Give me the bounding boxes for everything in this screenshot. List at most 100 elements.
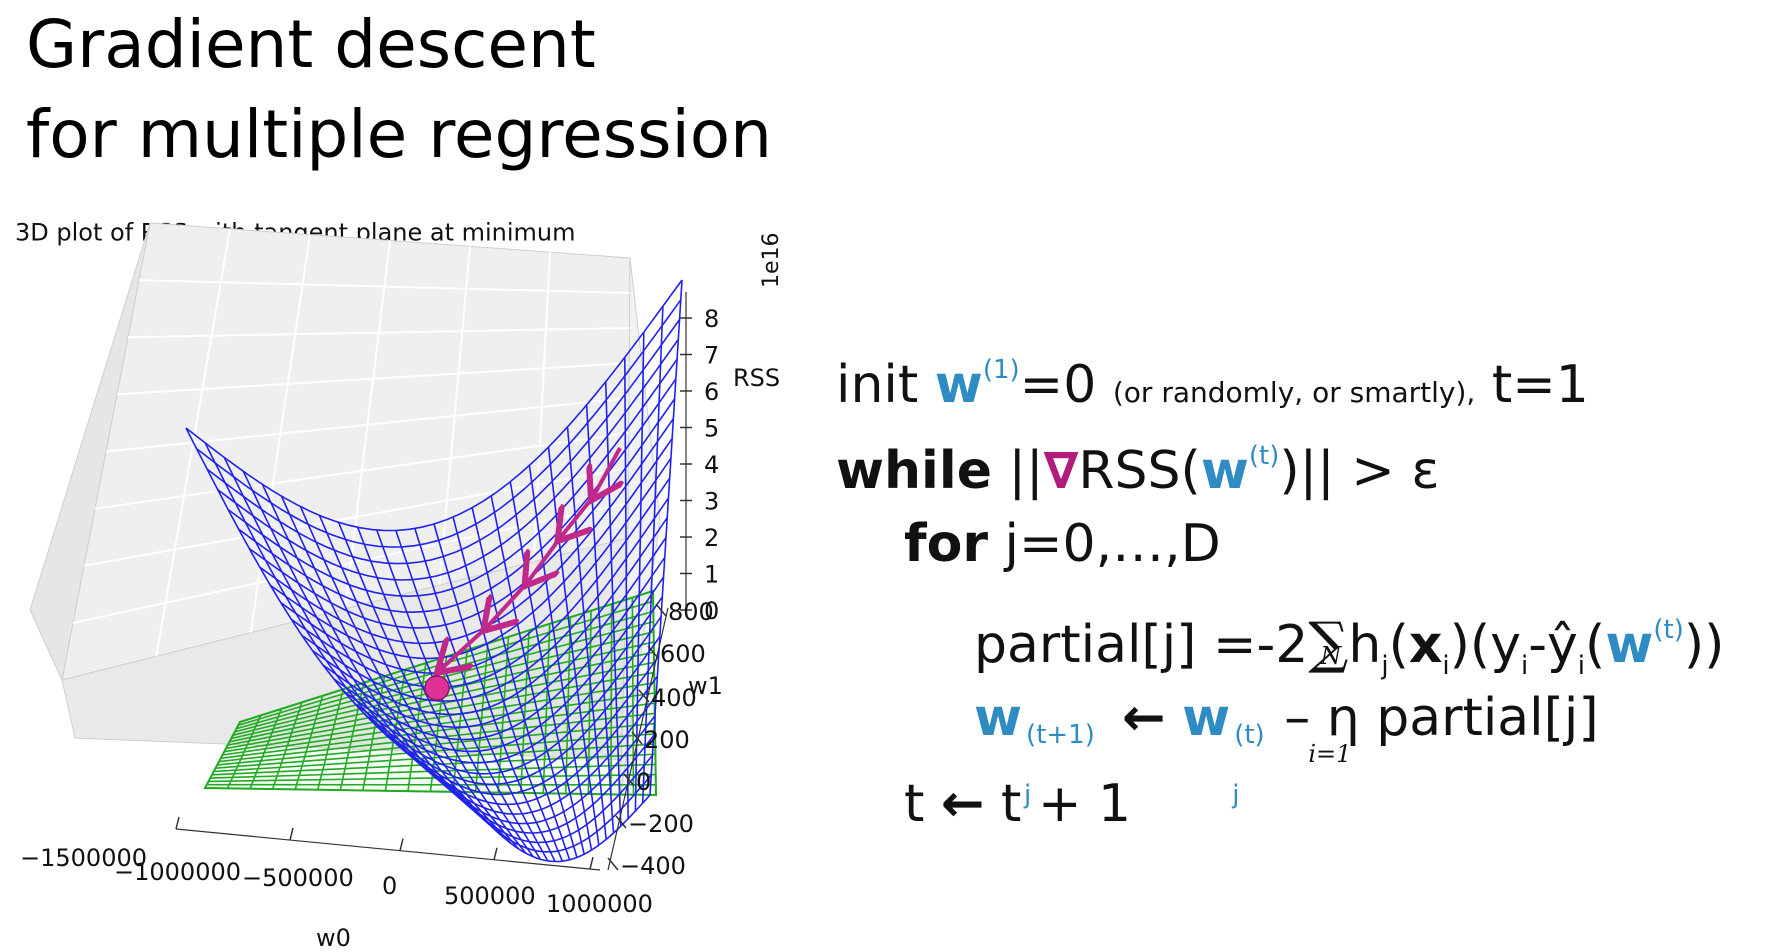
- x-tick-label: 1000000: [546, 890, 653, 918]
- init-word: init: [836, 355, 919, 415]
- rss-surface-line: [452, 516, 564, 862]
- t-lhs: t: [904, 774, 925, 834]
- x-tick-label: 500000: [444, 882, 536, 910]
- open-paren: (: [1388, 615, 1409, 675]
- for-keyword: for: [904, 514, 988, 574]
- y-tick-label: 600: [660, 640, 706, 668]
- while-line: while ||∇RSS(w(t))|| > ε: [836, 426, 1439, 501]
- y-tick-label: −400: [620, 852, 686, 880]
- w-j-superscript: (t): [1234, 720, 1265, 750]
- descent-step-arrow: [593, 447, 620, 497]
- z-axis-label: RSS: [733, 364, 780, 392]
- sum-upper-limit: N: [1320, 642, 1342, 670]
- z-tick-label: 5: [704, 415, 719, 443]
- y-tick-label: 400: [651, 684, 697, 712]
- x-vector: x: [1408, 615, 1443, 675]
- rss-surface-line: [634, 332, 645, 812]
- rss-surface-line: [322, 537, 667, 729]
- descent-step-arrow: [486, 581, 529, 628]
- rss-surface-line: [354, 596, 663, 764]
- init-line: init w(1)=0 (or randomly, or smartly), t…: [836, 340, 1589, 423]
- while-tail: )|| > ε: [1279, 441, 1440, 501]
- init-note: (or randomly, or smartly),: [1112, 376, 1476, 409]
- descent-path: [424, 447, 620, 701]
- w-j-superscript: (t+1): [1026, 720, 1095, 750]
- left-arrow-icon: ←: [940, 774, 985, 834]
- z-tick-label: 3: [704, 488, 719, 516]
- rss-surface-line: [528, 465, 593, 851]
- norm-open: ||: [1008, 441, 1044, 501]
- z-tick-label: 4: [704, 451, 719, 479]
- y-axis-line: [607, 607, 669, 871]
- rss-surface-line: [364, 616, 662, 775]
- rss-surface-line: [333, 556, 666, 741]
- x-axis-line: [175, 828, 601, 871]
- init-t: t=1: [1491, 355, 1589, 415]
- partial-lhs: partial[j] =-2: [974, 615, 1309, 675]
- z-tick-label: 2: [704, 524, 719, 552]
- z-tick-label: 1: [704, 561, 719, 589]
- w-superscript: (t): [1653, 615, 1684, 645]
- grid-line: [72, 502, 629, 624]
- update-tail: – η partial[j]: [1284, 688, 1599, 748]
- y-tick-label: 800: [668, 598, 714, 626]
- rss-surface-line: [604, 381, 622, 827]
- minimum-marker: [424, 675, 450, 701]
- x-tick-label: −1500000: [20, 844, 147, 872]
- w-vector: w: [934, 355, 983, 415]
- tangent-plane-line: [652, 590, 657, 796]
- rss-surface-line: [448, 774, 652, 853]
- rss-surface-line: [649, 279, 683, 796]
- t-rhs: t + 1: [1001, 774, 1132, 834]
- for-line: for j=0,…,D: [904, 514, 1221, 574]
- y-tick-mark: [631, 731, 643, 745]
- rss-surface-line: [490, 495, 578, 858]
- x-tick-mark: [493, 847, 498, 860]
- y-tick-mark: [647, 645, 659, 659]
- y-subscript: i: [1521, 651, 1529, 681]
- x-tick-mark: [589, 856, 594, 870]
- slide-title: Gradient descent for multiple regression: [26, 0, 772, 180]
- close-tail: )): [1683, 615, 1725, 675]
- left-arrow-icon: ←: [1122, 688, 1166, 748]
- grid-line: [138, 279, 630, 294]
- for-range: j=0,…,D: [1004, 514, 1221, 574]
- tangent-plane-line: [227, 661, 655, 746]
- y-tick-label: −200: [628, 810, 694, 838]
- x-tick-mark: [289, 827, 294, 841]
- open-paren: (: [1585, 615, 1606, 675]
- y-tick-mark: [607, 857, 619, 871]
- rss-surface-line: [459, 791, 651, 863]
- sum-lower-limit: i=1: [1308, 740, 1352, 768]
- h-function: h: [1348, 615, 1382, 675]
- x-tick-label: −1000000: [114, 858, 241, 886]
- rss-open: RSS(: [1078, 441, 1201, 501]
- rss-surface-line: [624, 357, 629, 819]
- rss-surface-line: [471, 507, 571, 861]
- yhat-subscript: i: [1577, 651, 1586, 681]
- title-line-1: Gradient descent: [26, 6, 596, 83]
- w-j: w: [1182, 688, 1231, 748]
- w-j-subscript: j: [1024, 780, 1032, 810]
- x-axis-label: w0: [316, 924, 351, 952]
- summation-symbol: ∑: [1308, 611, 1349, 676]
- grid-line: [116, 362, 630, 396]
- grid-line: [83, 467, 629, 567]
- yhat-part: -ŷ: [1528, 615, 1578, 675]
- h-subscript: j: [1381, 651, 1389, 681]
- grid-line: [127, 327, 630, 339]
- axis-ticks: 0 1 2 3 4 5 6 7 8 −400 −200 0 200 400 600 800 −1500000−1…: [20, 292, 719, 918]
- w-j-subscript: j: [1232, 780, 1240, 810]
- y-axis-label: w1: [688, 672, 723, 700]
- title-line-2: for multiple regression: [26, 96, 773, 173]
- nabla-icon: ∇: [1043, 442, 1079, 500]
- rss-surface-line: [375, 636, 661, 786]
- x-tick-label: 0: [382, 872, 397, 900]
- tangent-plane-line: [234, 620, 654, 733]
- w-j: w: [974, 688, 1023, 748]
- w-vector: w: [1605, 615, 1654, 675]
- y-tick-mark: [615, 815, 627, 829]
- y-tick-mark: [655, 603, 667, 617]
- z-tick-label: 6: [704, 378, 719, 406]
